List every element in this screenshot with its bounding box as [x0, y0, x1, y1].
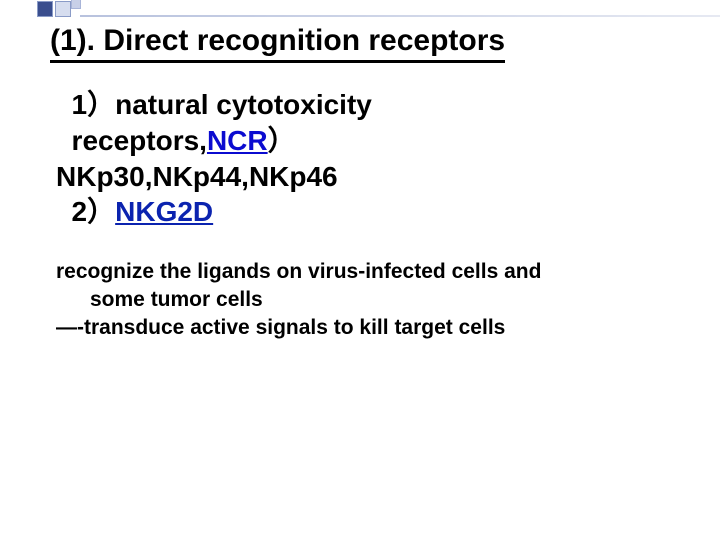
body-line-3-prefix: 2） — [56, 196, 115, 227]
desc-line-1: recognize the ligands on virus-infected … — [56, 258, 680, 286]
description-block: recognize the ligands on virus-infected … — [56, 258, 680, 341]
slide-accent-bar — [0, 0, 720, 20]
accent-divider-line — [80, 15, 720, 17]
accent-squares — [36, 0, 76, 18]
link-ncr[interactable]: NCR — [207, 125, 268, 156]
body-line-1b: receptors,NCR） — [56, 123, 680, 159]
accent-square — [71, 0, 81, 9]
accent-square — [37, 1, 53, 17]
body-line-1a: 1）natural cytotoxicity — [56, 87, 680, 123]
body-line-1b-suffix: ） — [268, 125, 296, 156]
body-line-3: 2）NKG2D — [56, 194, 680, 230]
link-nkg2d[interactable]: NKG2D — [115, 196, 213, 227]
body-line-2: NKp30,NKp44,NKp46 — [56, 159, 680, 195]
body-line-1b-prefix: receptors, — [56, 125, 207, 156]
slide-title: (1). Direct recognition receptors — [50, 24, 505, 63]
body-block: 1）natural cytotoxicity receptors,NCR） NK… — [56, 87, 680, 230]
slide-content: (1). Direct recognition receptors 1）natu… — [50, 24, 680, 341]
desc-line-2: —-transduce active signals to kill targe… — [56, 314, 680, 342]
accent-square — [55, 1, 71, 17]
desc-line-1b: some tumor cells — [56, 286, 680, 314]
